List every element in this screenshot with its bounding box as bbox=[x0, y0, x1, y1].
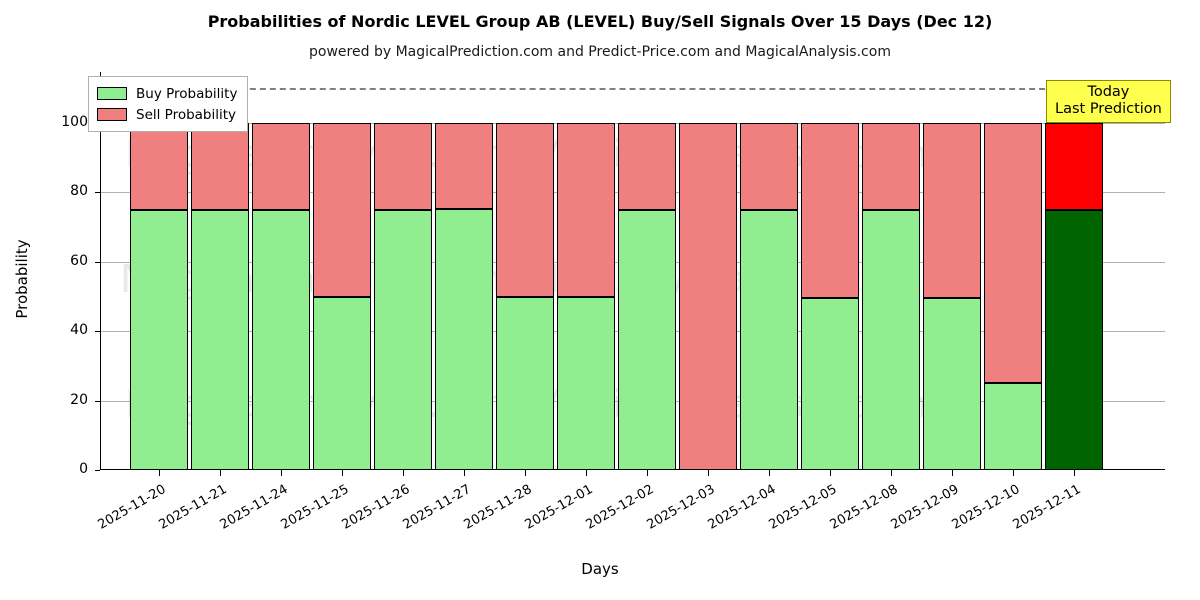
x-tick-mark bbox=[525, 470, 526, 476]
bar-group[interactable] bbox=[862, 72, 920, 470]
x-tick-mark bbox=[220, 470, 221, 476]
x-axis-label: Days bbox=[581, 560, 619, 578]
bar-group[interactable] bbox=[374, 72, 432, 470]
bar-segment-buy[interactable] bbox=[1045, 209, 1103, 470]
bar-group[interactable] bbox=[618, 72, 676, 470]
bar-group[interactable] bbox=[496, 72, 554, 470]
bar-segment-sell[interactable] bbox=[801, 123, 859, 299]
bar-segment-sell[interactable] bbox=[191, 123, 249, 210]
today-annotation-line1: Today bbox=[1087, 84, 1130, 100]
y-tick-label: 20 bbox=[70, 391, 88, 408]
y-tick-mark-0 bbox=[95, 470, 100, 471]
bar-group[interactable] bbox=[130, 72, 188, 470]
bar-segment-buy[interactable] bbox=[557, 296, 615, 470]
bar-segment-sell[interactable] bbox=[252, 123, 310, 210]
x-tick-mark bbox=[891, 470, 892, 476]
bar-group[interactable] bbox=[801, 72, 859, 470]
bar-segment-buy[interactable] bbox=[984, 383, 1042, 470]
bar-segment-buy[interactable] bbox=[862, 209, 920, 470]
bar-group[interactable] bbox=[923, 72, 981, 470]
bar-segment-buy[interactable] bbox=[435, 208, 493, 470]
bar-segment-buy[interactable] bbox=[374, 209, 432, 470]
bar-group[interactable] bbox=[313, 72, 371, 470]
y-tick-mark-80 bbox=[95, 192, 100, 194]
x-axis-line bbox=[100, 469, 1165, 470]
x-tick-mark bbox=[952, 470, 953, 476]
x-tick-mark bbox=[464, 470, 465, 476]
x-tick-mark bbox=[281, 470, 282, 476]
bar-segment-sell[interactable] bbox=[1045, 123, 1103, 210]
y-tick-mark-60 bbox=[95, 261, 100, 263]
legend-swatch-sell bbox=[97, 108, 127, 121]
x-tick-mark bbox=[342, 470, 343, 476]
today-annotation-line2: Last Prediction bbox=[1055, 100, 1162, 117]
bar-segment-buy[interactable] bbox=[252, 209, 310, 470]
chart-subtitle: powered by MagicalPrediction.com and Pre… bbox=[309, 44, 891, 60]
x-tick-mark bbox=[647, 470, 648, 476]
y-tick-mark-40 bbox=[95, 331, 100, 333]
bar-group[interactable] bbox=[252, 72, 310, 470]
x-tick-mark bbox=[769, 470, 770, 476]
bar-segment-sell[interactable] bbox=[374, 123, 432, 210]
y-axis-line bbox=[100, 72, 101, 470]
bar-group[interactable] bbox=[557, 72, 615, 470]
y-tick-label: 60 bbox=[70, 252, 88, 269]
legend-item-buy[interactable]: Buy Probability bbox=[97, 83, 237, 104]
today-annotation: Today Last Prediction bbox=[1046, 80, 1171, 124]
legend-label-buy: Buy Probability bbox=[136, 85, 238, 102]
bar-segment-sell[interactable] bbox=[130, 123, 188, 210]
legend-item-sell[interactable]: Sell Probability bbox=[97, 104, 237, 125]
bar-segment-sell[interactable] bbox=[557, 123, 615, 297]
x-tick-mark bbox=[159, 470, 160, 476]
bar-segment-buy[interactable] bbox=[496, 296, 554, 470]
bar-group[interactable] bbox=[984, 72, 1042, 470]
bar-group[interactable] bbox=[679, 72, 737, 470]
bar-segment-sell[interactable] bbox=[496, 123, 554, 297]
bar-group[interactable] bbox=[191, 72, 249, 470]
bar-group[interactable] bbox=[435, 72, 493, 470]
x-tick-mark bbox=[1013, 470, 1014, 476]
bar-segment-sell[interactable] bbox=[679, 123, 737, 470]
bar-segment-buy[interactable] bbox=[130, 209, 188, 470]
bar-group[interactable] bbox=[740, 72, 798, 470]
x-tick-mark bbox=[586, 470, 587, 476]
bar-segment-buy[interactable] bbox=[618, 209, 676, 470]
bar-segment-sell[interactable] bbox=[740, 123, 798, 210]
bar-segment-buy[interactable] bbox=[191, 209, 249, 470]
y-tick-label: 0 bbox=[79, 461, 88, 477]
legend-label-sell: Sell Probability bbox=[136, 106, 237, 123]
x-tick-mark bbox=[708, 470, 709, 476]
bar-segment-buy[interactable] bbox=[923, 298, 981, 470]
bar-segment-sell[interactable] bbox=[862, 123, 920, 210]
bar-segment-sell[interactable] bbox=[313, 123, 371, 297]
y-axis-label: Probability bbox=[13, 239, 31, 319]
bar-segment-sell[interactable] bbox=[618, 123, 676, 210]
plot-area: MagicalAnalysis.com MagicalAnalysis.comM… bbox=[95, 72, 1165, 471]
legend: Buy Probability Sell Probability bbox=[88, 76, 249, 132]
chart-title: Probabilities of Nordic LEVEL Group AB (… bbox=[207, 12, 993, 31]
bar-segment-sell[interactable] bbox=[923, 123, 981, 299]
bar-segment-buy[interactable] bbox=[740, 209, 798, 470]
y-tick-label: 100 bbox=[61, 114, 88, 130]
y-tick-label: 80 bbox=[70, 183, 88, 200]
bar-segment-buy[interactable] bbox=[313, 296, 371, 470]
bar-segment-sell[interactable] bbox=[435, 123, 493, 209]
threshold-dashed-line bbox=[100, 88, 1165, 91]
bar-group[interactable] bbox=[1045, 72, 1103, 470]
bar-segment-sell[interactable] bbox=[984, 123, 1042, 384]
x-tick-mark bbox=[1074, 470, 1075, 476]
bar-segment-buy[interactable] bbox=[801, 298, 859, 470]
legend-swatch-buy bbox=[97, 87, 127, 100]
y-tick-label: 40 bbox=[70, 322, 88, 339]
y-tick-mark-20 bbox=[95, 400, 100, 402]
x-tick-mark bbox=[403, 470, 404, 476]
x-tick-mark bbox=[830, 470, 831, 476]
bar-series-layer bbox=[100, 72, 1165, 470]
